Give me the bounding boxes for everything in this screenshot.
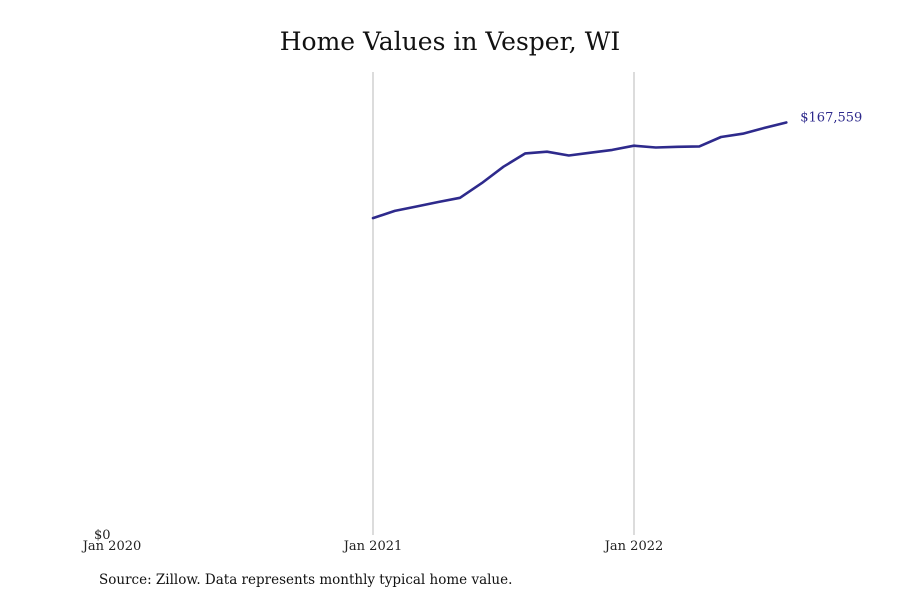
series-line [371,121,788,220]
source-note: Source: Zillow. Data represents monthly … [99,572,513,588]
end-value-label: $167,559 [800,111,862,126]
chart-title: Home Values in Vesper, WI [279,27,621,56]
x-tick-label: Jan 2022 [603,539,664,554]
x-tick-label: Jan 2021 [342,539,403,554]
y-tick-label: $0 [94,528,111,543]
x-tick-label: Jan 2020 [81,539,142,554]
